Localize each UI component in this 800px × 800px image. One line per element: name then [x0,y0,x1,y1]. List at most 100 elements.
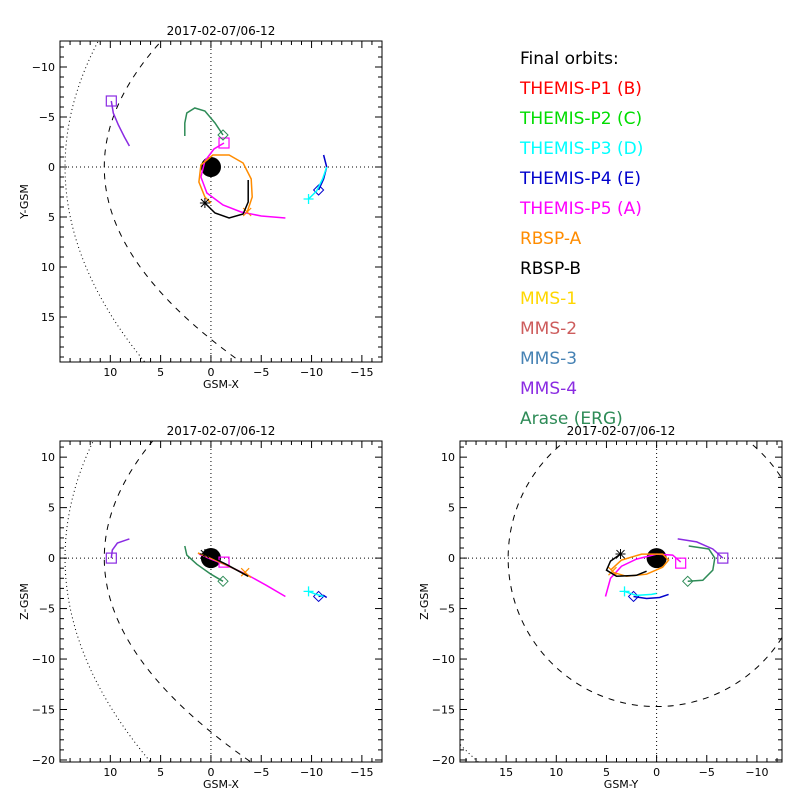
marker-mms-4 [105,95,117,107]
legend-title: Final orbits: [520,49,619,69]
y-tick-label: 10 [441,451,455,464]
legend-item: THEMIS-P1 (B) [519,79,642,99]
marker-themis-p3-d- [303,586,314,597]
marker-mms-4 [105,552,117,564]
plot-frame [59,440,383,763]
plot-area [460,441,782,762]
y-tick-label: −5 [39,603,55,616]
y-tick-label: −10 [32,653,55,666]
y-tick-label: 15 [41,311,55,324]
panel-xy: 10 5 0 −5 −10 −15 −10 −5 0 5 10 15 2017-02-07/06-12 G… [18,24,383,391]
legend-item: THEMIS-P3 (D) [519,139,643,159]
y-tick-label: 5 [48,502,55,515]
x-tick-label: 10 [549,766,563,779]
x-tick-label: 5 [157,766,164,779]
orbit-line-mms-4 [110,538,130,559]
legend-item: MMS-1 [520,289,577,309]
marker-mms-4 [717,552,729,564]
y-tick-label: −20 [32,754,55,767]
orbit-line-themis-p5-a- [200,142,286,219]
orbit-line-arase-erg- [184,107,224,136]
legend-item: MMS-3 [520,349,577,369]
legend: Final orbits: THEMIS-P1 (B) THEMIS-P2 (C) T… [519,49,643,429]
y-axis-label: Z-GSM [418,583,431,620]
y-tick-label: −10 [432,653,455,666]
orbit-line-arase-erg- [184,545,224,582]
x-tick-label: 0 [653,766,660,779]
x-tick-label: −15 [350,366,373,379]
y-tick-label: 5 [48,211,55,224]
legend-item: MMS-2 [520,319,577,339]
orbit-line-themis-p3-d- [308,590,324,598]
marker-themis-p3-d- [619,586,630,597]
orbit-line-rbsp-b [204,553,249,577]
marker-arase-erg- [217,129,229,141]
bow-shock-curve [64,41,146,362]
y-tick-label: −5 [439,603,455,616]
x-axis-label: GSM-Y [604,778,639,791]
orbit-line-mms-4 [677,538,724,559]
y-tick-label: −5 [39,111,55,124]
marker-rbsp-b [615,549,626,560]
x-tick-label: 10 [103,366,117,379]
orbit-line-rbsp-b [605,553,647,578]
y-tick-label: 0 [48,552,55,565]
y-tick-label: 0 [448,552,455,565]
y-tick-label: −20 [432,754,455,767]
orbit-line-themis-p5-a- [604,553,682,597]
orbit-line-mms-4 [110,100,131,147]
orbit-line-rbsp-a [198,154,253,213]
x-tick-label: 0 [207,766,214,779]
marker-rbsp-b [199,198,210,208]
plot-area [60,441,382,762]
marker-themis-p3-d- [303,194,314,204]
x-tick-label: 5 [603,766,610,779]
marker-themis-p5-a- [218,137,230,149]
x-axis-label: GSM-X [203,378,239,391]
magnetopause-curve [103,441,252,762]
x-tick-label: −15 [350,766,373,779]
legend-item: THEMIS-P4 (E) [519,169,641,189]
panel-xz: 10 5 0 −5 −10 −15 10 5 0 −5 −10 −15 −20 2017-02-07/06… [18,424,383,791]
marker-arase-erg- [681,575,694,588]
legend-item: Arase (ERG) [520,409,623,429]
orbit-line-themis-p4-e- [633,593,669,600]
legend-item: THEMIS-P5 (A) [519,199,642,219]
y-tick-label: 0 [48,161,55,174]
y-tick-label: 10 [41,261,55,274]
magnetopause-circle [507,441,782,708]
plot-frame [459,440,783,763]
legend-item: THEMIS-P2 (C) [519,109,642,129]
y-tick-label: −15 [432,704,455,717]
y-tick-label: −15 [32,704,55,717]
orbit-line-rbsp-b [204,180,249,219]
marker-rbsp-b [199,549,210,560]
magnetopause-curve [103,41,242,362]
marker-rbsp-a [240,567,250,577]
x-tick-label: −10 [300,766,323,779]
panel-title: 2017-02-07/06-12 [567,424,676,438]
plot-area [60,41,382,362]
bow-shock-circle [460,743,480,762]
x-tick-label: −10 [300,366,323,379]
x-tick-label: 15 [499,766,513,779]
orbit-line-arase-erg- [687,545,716,583]
y-tick-label: −10 [32,61,55,74]
x-tick-label: 0 [207,366,214,379]
panel-title: 2017-02-07/06-12 [167,24,276,38]
x-tick-label: −5 [699,766,715,779]
bow-shock-curve [64,441,152,762]
x-axis-label: GSM-X [203,778,239,791]
x-tick-label: −5 [253,366,269,379]
y-tick-label: 5 [448,502,455,515]
x-tick-label: 10 [103,766,117,779]
marker-themis-p5-a- [675,557,687,569]
marker-arase-erg- [217,575,229,588]
y-axis-label: Z-GSM [18,583,31,620]
marker-themis-p4-e- [312,590,325,603]
panel-title: 2017-02-07/06-12 [167,424,276,438]
y-tick-label: 10 [41,451,55,464]
orbit-line-themis-p3-d- [307,166,328,200]
x-tick-label: −10 [745,766,768,779]
